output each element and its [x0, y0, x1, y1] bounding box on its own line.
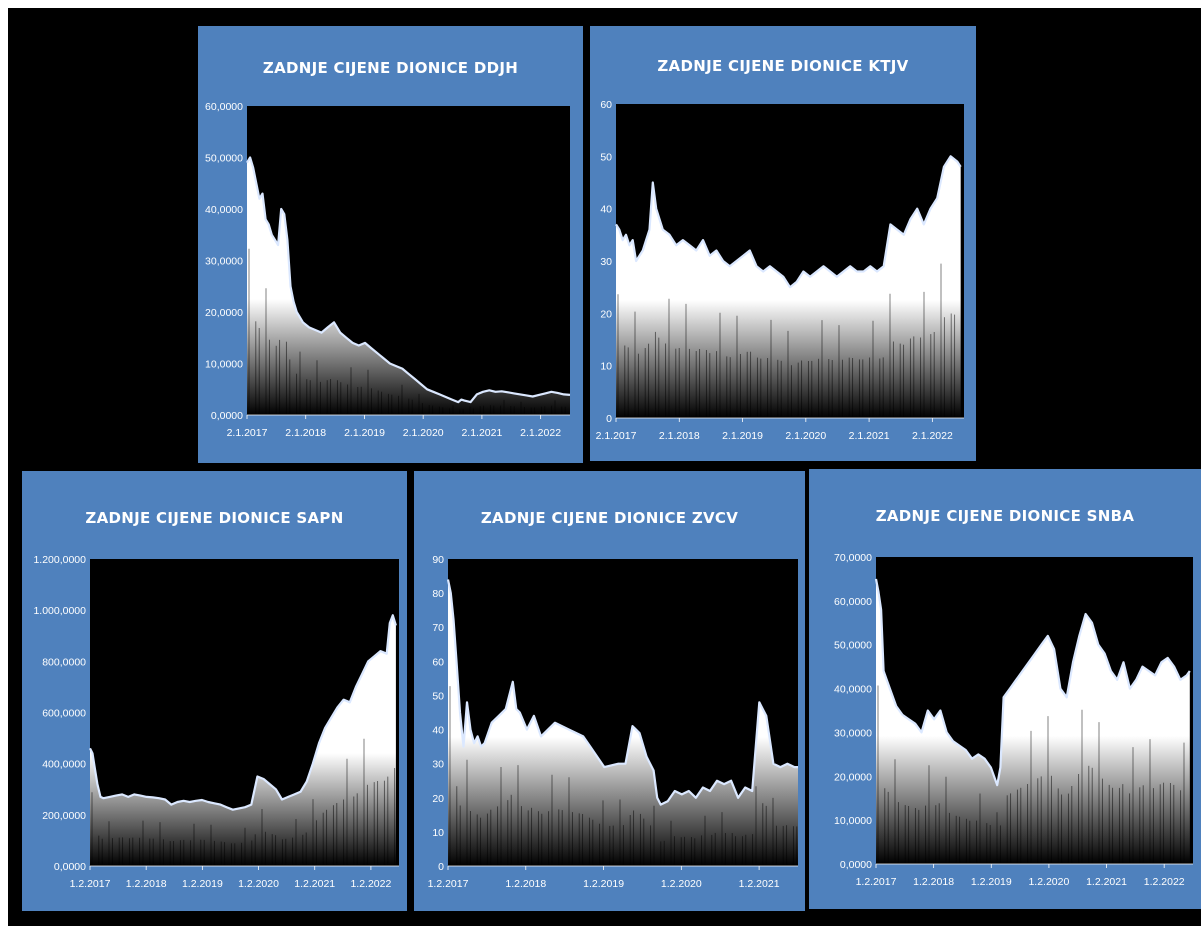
- y-tick-label: 50: [432, 690, 444, 702]
- series-area: [247, 157, 570, 415]
- series-line: [615, 155, 962, 289]
- x-tick-label: 1.2.2021: [739, 878, 780, 890]
- y-tick-label: 60,0000: [205, 101, 243, 113]
- x-tick-label: 2.1.2021: [461, 427, 502, 439]
- y-tick-label: 10,0000: [834, 815, 872, 827]
- y-tick-label: 50,0000: [834, 640, 872, 652]
- y-tick-label: 30: [600, 256, 612, 268]
- y-tick-label: 70: [432, 622, 444, 634]
- y-tick-label: 60,0000: [834, 596, 872, 608]
- y-tick-label: 800,0000: [42, 656, 86, 668]
- series-area: [616, 156, 961, 419]
- x-tick-label: 2.1.2021: [849, 430, 890, 442]
- x-tick-label: 2.1.2017: [227, 427, 268, 439]
- series-area: [876, 578, 1190, 864]
- x-tick-label: 2.1.2019: [344, 427, 385, 439]
- chart-panel-sapn: ZADNJE CIJENE DIONICE SAPN 0,0000 200,0000…: [22, 471, 407, 911]
- y-tick-label: 40: [600, 204, 612, 216]
- y-tick-label: 60: [600, 99, 612, 111]
- chart-panel-ktjv: ZADNJE CIJENE DIONICE KTJV 0 10 20 30 40 50 60 2…: [590, 26, 976, 461]
- chart-svg: ZADNJE CIJENE DIONICE SAPN 0,0000 200,0000…: [33, 509, 399, 890]
- y-tick-label: 10: [432, 827, 444, 839]
- y-tick-label: 40,0000: [205, 204, 243, 216]
- y-tick-label: 60: [432, 656, 444, 668]
- x-tick-label: 2.1.2017: [596, 430, 637, 442]
- y-tick-label: 40,0000: [834, 684, 872, 696]
- y-tick-label: 600,0000: [42, 708, 86, 720]
- series-line: [446, 579, 798, 806]
- y-tick-label: 0,0000: [54, 861, 86, 873]
- chart-title: ZADNJE CIJENE DIONICE KTJV: [657, 57, 908, 75]
- y-tick-label: 70,0000: [834, 552, 872, 564]
- chart-svg: ZADNJE CIJENE DIONICE DDJH 0,0000 10,0000 2…: [205, 59, 571, 439]
- x-tick-label: 2.1.2018: [659, 430, 700, 442]
- x-tick-label: 1.2.2018: [505, 878, 546, 890]
- figure-background: ZADNJE CIJENE DIONICE DDJH 0,0000 10,0000 2…: [8, 8, 1201, 926]
- series-line: [874, 578, 1191, 787]
- chart-title: ZADNJE CIJENE DIONICE DDJH: [263, 59, 518, 77]
- x-tick-label: 1.2.2021: [294, 878, 335, 890]
- y-tick-label: 0: [438, 861, 444, 873]
- chart-title: ZADNJE CIJENE DIONICE SNBA: [876, 507, 1135, 525]
- series-line: [89, 614, 397, 811]
- x-tick-label: 1.2.2018: [126, 878, 167, 890]
- series-area: [448, 579, 798, 866]
- y-tick-label: 400,0000: [42, 759, 86, 771]
- y-tick-label: 10: [600, 361, 612, 373]
- series-line: [246, 156, 571, 404]
- x-tick-label: 1.2.2017: [856, 876, 897, 888]
- y-tick-label: 50,0000: [205, 153, 243, 165]
- y-tick-label: 30: [432, 759, 444, 771]
- y-tick-label: 200,0000: [42, 810, 86, 822]
- x-tick-label: 2.1.2020: [403, 427, 444, 439]
- x-tick-label: 1.2.2018: [913, 876, 954, 888]
- y-tick-label: 0,0000: [211, 410, 243, 422]
- x-tick-label: 1.2.2017: [70, 878, 111, 890]
- x-tick-label: 1.2.2020: [661, 878, 702, 890]
- y-tick-label: 0,0000: [840, 859, 872, 871]
- x-tick-label: 2.1.2020: [785, 430, 826, 442]
- y-tick-label: 40: [432, 725, 444, 737]
- x-tick-label: 1.2.2019: [583, 878, 624, 890]
- chart-svg: ZADNJE CIJENE DIONICE KTJV 0 10 20 30 40 50 60 2…: [596, 57, 964, 442]
- chart-title: ZADNJE CIJENE DIONICE ZVCV: [481, 509, 738, 527]
- x-tick-label: 1.2.2022: [350, 878, 391, 890]
- x-tick-label: 1.2.2020: [1028, 876, 1069, 888]
- x-tick-label: 2.1.2018: [285, 427, 326, 439]
- x-tick-label: 1.2.2020: [238, 878, 279, 890]
- y-tick-label: 30,0000: [205, 256, 243, 268]
- chart-svg: ZADNJE CIJENE DIONICE ZVCV 0 10 20 30 40 50 60 7…: [428, 509, 798, 890]
- y-tick-label: 90: [432, 554, 444, 566]
- x-tick-label: 2.1.2022: [912, 430, 953, 442]
- y-tick-label: 20: [432, 793, 444, 805]
- y-tick-label: 50: [600, 151, 612, 163]
- y-tick-label: 10,0000: [205, 359, 243, 371]
- x-tick-label: 1.2.2022: [1144, 876, 1185, 888]
- y-tick-label: 80: [432, 588, 444, 600]
- y-tick-label: 20,0000: [205, 307, 243, 319]
- x-tick-label: 1.2.2021: [1086, 876, 1127, 888]
- chart-panel-ddjh: ZADNJE CIJENE DIONICE DDJH 0,0000 10,0000 2…: [198, 26, 583, 463]
- y-tick-label: 0: [606, 413, 612, 425]
- x-tick-label: 2.1.2022: [520, 427, 561, 439]
- x-tick-label: 1.2.2017: [428, 878, 469, 890]
- chart-panel-snba: ZADNJE CIJENE DIONICE SNBA 0,0000 10,0000 2…: [809, 469, 1201, 909]
- x-tick-label: 1.2.2019: [182, 878, 223, 890]
- series-area: [90, 615, 396, 866]
- y-tick-label: 20,0000: [834, 771, 872, 783]
- y-tick-label: 30,0000: [834, 727, 872, 739]
- chart-panel-zvcv: ZADNJE CIJENE DIONICE ZVCV 0 10 20 30 40 50 60 7…: [414, 471, 805, 911]
- chart-title: ZADNJE CIJENE DIONICE SAPN: [85, 509, 343, 527]
- chart-svg: ZADNJE CIJENE DIONICE SNBA 0,0000 10,0000 2…: [834, 507, 1193, 888]
- x-tick-label: 1.2.2019: [971, 876, 1012, 888]
- y-tick-label: 1.200,0000: [33, 554, 86, 566]
- x-tick-label: 2.1.2019: [722, 430, 763, 442]
- y-tick-label: 1.000,0000: [33, 605, 86, 617]
- y-tick-label: 20: [600, 308, 612, 320]
